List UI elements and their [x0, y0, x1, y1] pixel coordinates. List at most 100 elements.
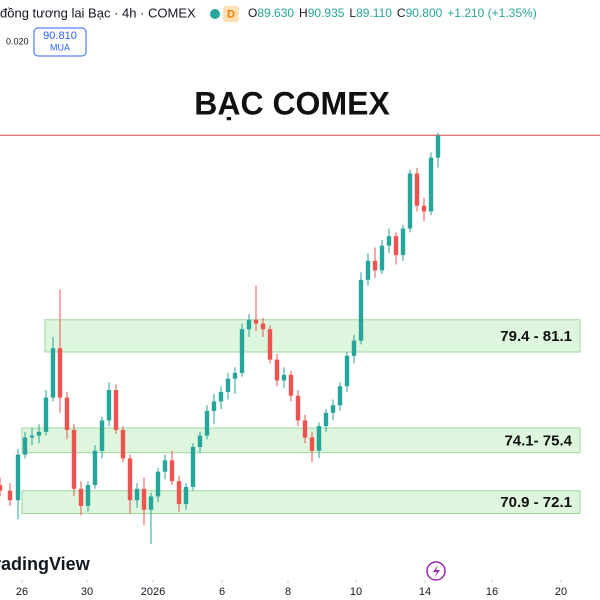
zone-label: 79.4 - 81.1: [500, 328, 572, 345]
zone: [21, 490, 581, 515]
ohlc-key: C: [397, 6, 406, 20]
x-tick-label: 26: [16, 586, 28, 598]
candle-body: [127, 458, 133, 501]
candle-body: [211, 401, 217, 411]
candle-body: [113, 390, 119, 430]
price-box[interactable]: [33, 27, 87, 57]
ohlc-key: L: [349, 6, 356, 20]
candle-body: [372, 260, 378, 271]
ohlc-key: H: [299, 6, 308, 20]
candle-body: [92, 450, 98, 486]
candle-body: [428, 157, 434, 212]
candle-body: [344, 355, 350, 387]
candle-body: [22, 437, 28, 455]
candle-body: [183, 486, 189, 505]
change: +1.210 (+1.35%): [447, 6, 536, 20]
x-tick-label: 16: [486, 586, 498, 598]
candle-body: [71, 429, 77, 489]
ohlc-value: 90.800: [406, 6, 443, 20]
zone: [21, 427, 581, 454]
alert-bolt: [433, 565, 440, 578]
zone-label: 70.9 - 72.1: [500, 494, 572, 511]
side: MUA: [50, 42, 70, 52]
status-dot: [210, 9, 220, 19]
x-tick-label: 8: [285, 586, 291, 598]
candle-body: [435, 135, 441, 158]
candle-body: [64, 397, 70, 430]
candle-body: [106, 390, 112, 421]
candle-body: [36, 431, 42, 436]
candle-body: [232, 372, 238, 379]
candle-body: [43, 397, 49, 432]
candle-body: [421, 205, 427, 212]
candle-body: [141, 488, 147, 510]
spread: 0.020: [6, 36, 29, 46]
candle-body: [15, 454, 21, 501]
x-tick-label: 20: [555, 586, 567, 598]
candle-body: [190, 447, 196, 487]
watermark: TradingView: [0, 554, 91, 574]
ohlc-value: 89.110: [356, 6, 392, 20]
x-tick-label: 6: [219, 586, 225, 598]
symbol-name: đồng tương lai Bạc · 4h · COMEX: [0, 5, 196, 20]
candle-body: [351, 340, 357, 356]
candle-body: [99, 420, 105, 451]
candle-body: [85, 485, 91, 506]
ohlc-key: O: [248, 6, 257, 20]
badge: D: [227, 8, 235, 20]
candle-body: [281, 374, 287, 381]
candle-body: [393, 236, 399, 256]
candle-body: [295, 395, 301, 421]
candle-body: [386, 236, 392, 246]
candle-body: [365, 260, 371, 280]
candle-body: [337, 386, 343, 406]
candle-body: [176, 481, 182, 505]
candle-body: [204, 410, 210, 436]
x-tick-label: 30: [81, 586, 93, 598]
zone-label: 74.1- 75.4: [504, 432, 572, 449]
candle-body: [330, 405, 336, 413]
chart-title: BẠC COMEX: [194, 85, 390, 121]
x-tick-label: 14: [419, 586, 431, 598]
candle-body: [169, 460, 175, 482]
ohlc-value: 90.935: [308, 6, 345, 20]
x-tick-label: 2026: [141, 586, 165, 598]
candle-body: [7, 490, 13, 501]
candle-body: [267, 329, 273, 360]
candle-body: [274, 359, 280, 381]
candle-body: [155, 471, 161, 497]
candle-body: [134, 488, 140, 501]
candle-body: [253, 319, 259, 324]
ohlc: O89.630 H90.935 L89.110 C90.800 +1.210 (+1.3…: [248, 6, 537, 20]
candle-body: [407, 173, 413, 229]
candle-body: [197, 435, 203, 448]
candle-body: [323, 412, 329, 427]
badge-bg: [223, 6, 239, 22]
candle-body: [302, 420, 308, 438]
candle-body: [288, 374, 294, 396]
price: 90.810: [43, 30, 77, 42]
candle-body: [120, 429, 126, 459]
candle-body: [162, 460, 168, 472]
x-tick-label: 10: [350, 586, 362, 598]
candle-body: [400, 228, 406, 256]
ohlc-value: 89.630: [257, 6, 294, 20]
candle-body: [78, 488, 84, 506]
candle-body: [50, 348, 56, 398]
candle-body: [0, 485, 3, 491]
candle-body: [260, 323, 266, 330]
candle-body: [379, 245, 385, 271]
candle-body: [358, 279, 364, 341]
candle-body: [218, 391, 224, 402]
candle-body: [414, 173, 420, 206]
candle-body: [225, 378, 231, 392]
candle-body: [316, 426, 322, 451]
candle-body: [57, 348, 63, 398]
candle-body: [309, 437, 315, 451]
candle-body: [148, 496, 154, 510]
zone: [44, 319, 581, 353]
candle-body: [29, 435, 35, 438]
candle-body: [239, 329, 245, 373]
candle-body: [246, 319, 252, 330]
